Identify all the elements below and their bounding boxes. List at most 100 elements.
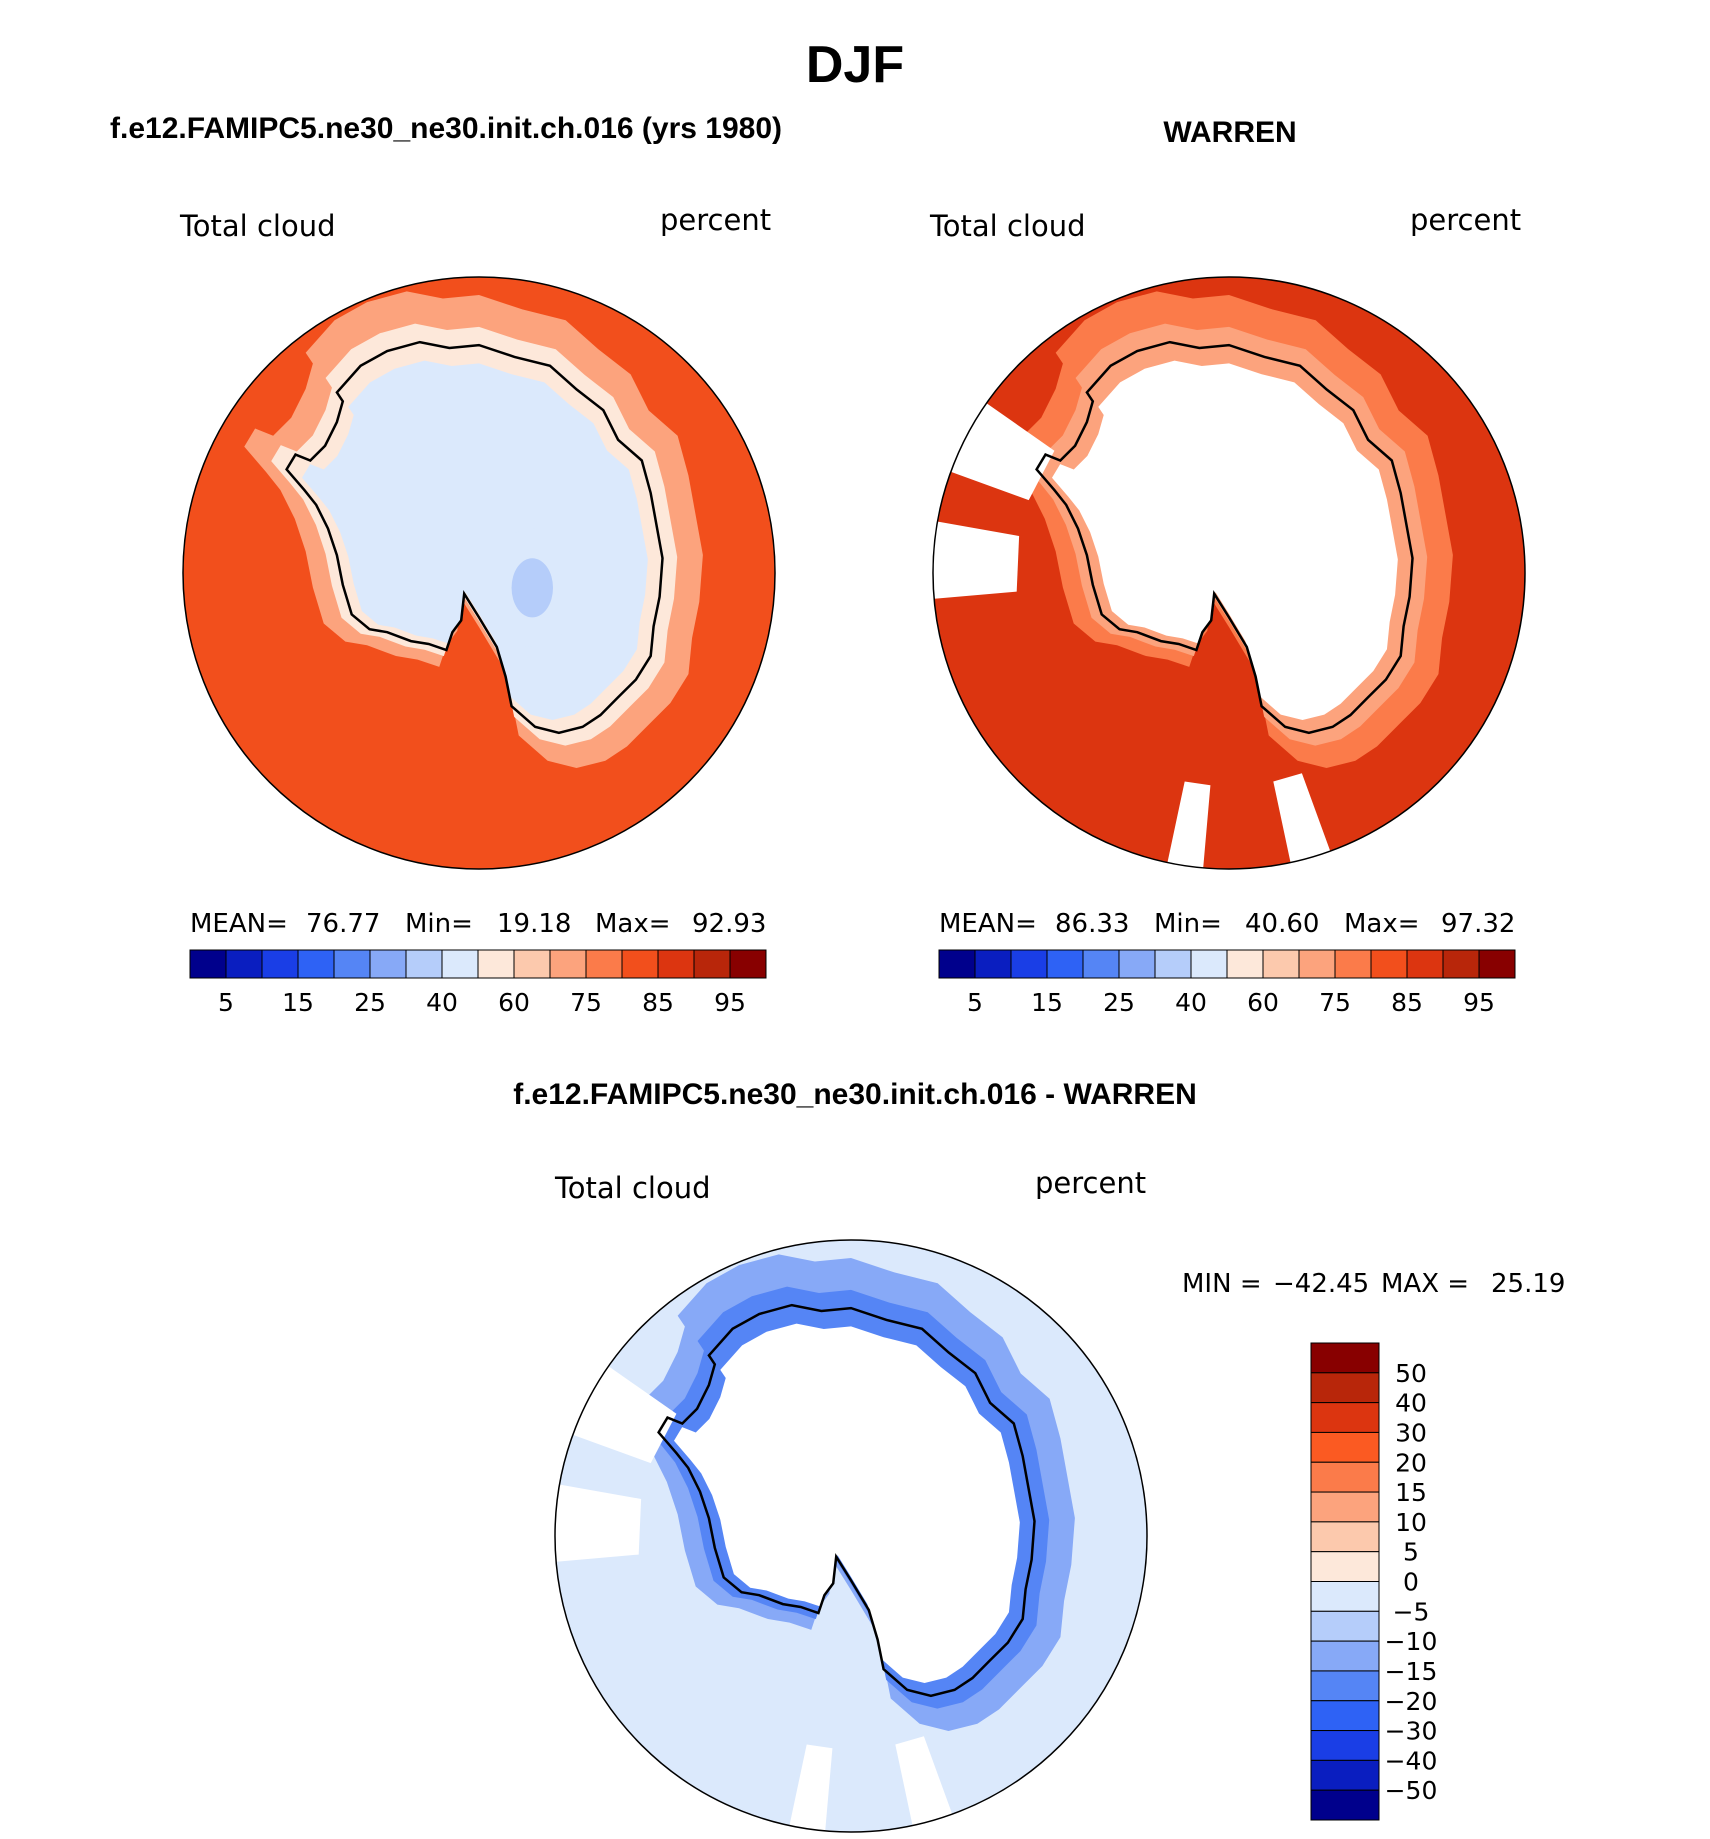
colorbar-tick-label: 40 — [1395, 1389, 1427, 1418]
missing-data-sector — [1273, 773, 1336, 869]
colorbar-tick-label: 15 — [1395, 1478, 1427, 1507]
colorbar-swatch — [1478, 949, 1516, 979]
colorbar-swatch — [1310, 1759, 1380, 1791]
interior-minimum-core — [511, 558, 553, 618]
stat-min-value: 19.18 — [497, 909, 571, 939]
stat-mean-value: 86.33 — [1055, 909, 1129, 939]
colorbar-tick-label: −50 — [1385, 1776, 1438, 1805]
stat-max-value: 25.19 — [1491, 1269, 1565, 1299]
colorbar-tick-label: 85 — [1391, 988, 1423, 1017]
panel-model-contour-field — [183, 277, 775, 869]
colorbar-swatch — [369, 949, 407, 979]
stat-min-label: Min= — [1154, 909, 1222, 939]
panel-obs-header: WARREN — [1163, 116, 1296, 149]
missing-data-sector — [895, 1736, 958, 1832]
panel-model-antarctica-coastline — [285, 340, 664, 735]
colorbar-swatch — [1310, 1521, 1380, 1553]
panel-obs-variable-label: Total cloud — [929, 209, 1085, 243]
colorbar-swatch — [1310, 1789, 1380, 1821]
colorbar-tick-label: −20 — [1385, 1687, 1438, 1716]
panel-diff-header: f.e12.FAMIPC5.ne30_ne30.init.ch.016 - WA… — [513, 1078, 1197, 1111]
colorbar-swatch — [1118, 949, 1156, 979]
colorbar-swatch — [621, 949, 659, 979]
colorbar-swatch — [1370, 949, 1408, 979]
stat-max-label: Max= — [1344, 909, 1420, 939]
stat-min-label: Min= — [405, 909, 473, 939]
panel-model-colorbar: 5 15 25 40 60 75 85 95 — [189, 949, 767, 1017]
panel-obs-contour-field — [933, 277, 1525, 869]
stat-max-label: MAX = — [1381, 1269, 1469, 1299]
colorbar-tick-label: 30 — [1395, 1418, 1427, 1447]
panel-model-map — [182, 276, 776, 870]
panel-diff-contour-field — [555, 1240, 1147, 1832]
colorbar-tick-label: 15 — [1031, 988, 1063, 1017]
colorbar-tick-label: 60 — [1247, 988, 1279, 1017]
colorbar-tick-label: 95 — [1463, 988, 1495, 1017]
panel-model-header: f.e12.FAMIPC5.ne30_ne30.init.ch.016 (yrs… — [110, 112, 782, 145]
colorbar-tick-label: 40 — [426, 988, 458, 1017]
colorbar-swatch — [729, 949, 767, 979]
colorbar-swatch — [513, 949, 551, 979]
colorbar-tick-label: 5 — [967, 988, 983, 1017]
colorbar-swatch — [441, 949, 479, 979]
colorbar-swatch — [693, 949, 731, 979]
colorbar-swatch — [1298, 949, 1336, 979]
panel-diff-antarctica-coastline — [657, 1303, 1036, 1698]
colorbar-tick-label: 25 — [1103, 988, 1135, 1017]
panel-model-stats: MEAN= 76.77 Min= 19.18 Max= 92.93 — [190, 909, 766, 939]
colorbar-swatch — [1310, 1491, 1380, 1523]
colorbar-tick-label: −5 — [1393, 1597, 1430, 1626]
panel-obs-antarctica-coastline — [1035, 340, 1414, 735]
colorbar-swatch — [1310, 1581, 1380, 1612]
stat-min-value: 40.60 — [1245, 909, 1319, 939]
missing-data-sector — [933, 519, 1020, 601]
colorbar-swatch — [938, 949, 976, 979]
colorbar-swatch — [1310, 1730, 1380, 1761]
panel-obs-map-boundary — [932, 276, 1526, 870]
colorbar-tick-label: 5 — [1403, 1538, 1419, 1567]
colorbar-tick-label: 25 — [354, 988, 386, 1017]
colorbar-tick-label: 75 — [1319, 988, 1351, 1017]
stat-mean-label: MEAN= — [190, 909, 288, 939]
colorbar-swatch — [974, 949, 1012, 979]
stat-max-value: 97.32 — [1441, 909, 1515, 939]
colorbar-swatch — [405, 949, 443, 979]
stat-max-label: Max= — [595, 909, 671, 939]
panel-diff-stats: MIN = −42.45 MAX = 25.19 — [1182, 1269, 1565, 1299]
colorbar-swatch — [657, 949, 695, 979]
interior-field — [673, 1323, 1020, 1684]
colorbar-swatch — [585, 949, 623, 979]
colorbar-tick-label: −40 — [1385, 1746, 1438, 1775]
panel-diff-variable-label: Total cloud — [554, 1171, 710, 1205]
panel-model-units-label: percent — [660, 203, 771, 237]
colorbar-tick-label: 15 — [282, 988, 314, 1017]
colorbar-tick-label: 10 — [1395, 1508, 1427, 1537]
panel-diff-map-boundary — [554, 1239, 1148, 1833]
colorbar-swatch — [1010, 949, 1048, 979]
stat-max-value: 92.93 — [692, 909, 766, 939]
stat-mean-label: MEAN= — [939, 909, 1037, 939]
colorbar-tick-label: 0 — [1403, 1568, 1419, 1597]
colorbar-tick-label: 75 — [570, 988, 602, 1017]
missing-data-sector — [555, 1482, 642, 1564]
colorbar-swatch — [1310, 1372, 1380, 1404]
colorbar-tick-label: 20 — [1395, 1448, 1427, 1477]
missing-data-sector — [786, 1744, 833, 1832]
missing-data-sector — [1164, 781, 1211, 869]
colorbar-tick-label: −30 — [1385, 1717, 1438, 1746]
colorbar-tick-label: −15 — [1385, 1657, 1438, 1686]
colorbar-tick-label: 40 — [1175, 988, 1207, 1017]
panel-obs-colorbar: 5 15 25 40 60 75 85 95 — [938, 949, 1516, 1017]
colorbar-swatch — [1310, 1431, 1380, 1463]
colorbar-swatch — [189, 949, 227, 979]
colorbar-swatch — [1262, 949, 1300, 979]
colorbar-swatch — [1310, 1700, 1380, 1732]
colorbar-tick-label: 60 — [498, 988, 530, 1017]
colorbar-swatch — [1310, 1551, 1380, 1582]
colorbar-swatch — [1310, 1342, 1380, 1374]
colorbar-swatch — [261, 949, 299, 979]
colorbar-tick-label: 85 — [642, 988, 674, 1017]
panel-obs-stats: MEAN= 86.33 Min= 40.60 Max= 97.32 — [939, 909, 1515, 939]
colorbar-swatch — [1334, 949, 1372, 979]
figure-title: DJF — [806, 36, 904, 94]
